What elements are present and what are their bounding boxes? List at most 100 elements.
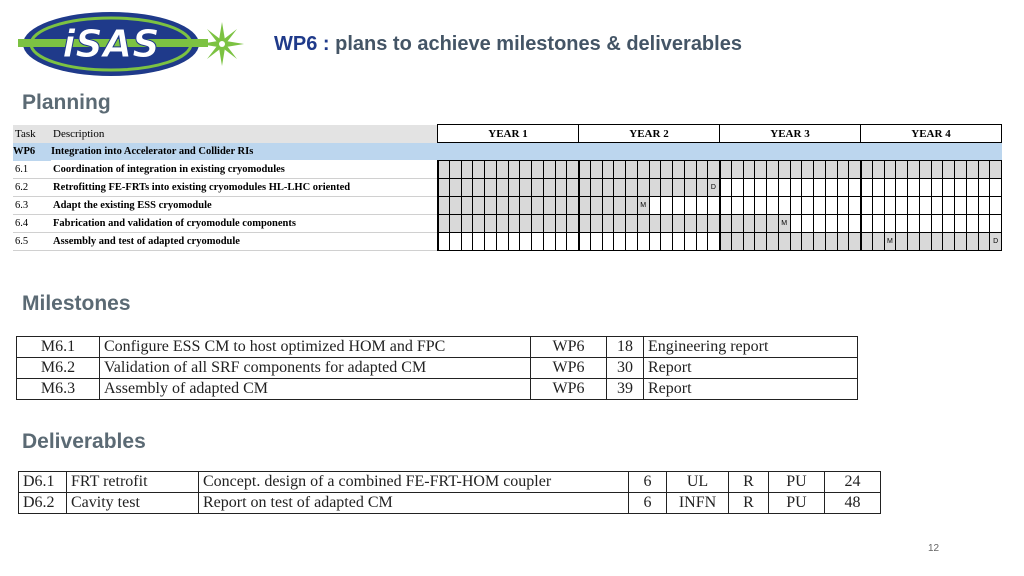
gantt-month-cell	[495, 232, 509, 251]
gantt-month-cell	[672, 160, 685, 179]
gantt-month-cell	[695, 160, 709, 179]
milestone-type: Engineering report	[643, 336, 858, 358]
gantt-month-cell	[848, 178, 861, 197]
gantt-month-cell	[589, 196, 603, 215]
gantt-month-cell	[895, 160, 908, 179]
gantt-month-cell	[930, 196, 944, 215]
gantt-month-cell	[883, 178, 897, 197]
gantt-month-cell	[871, 196, 885, 215]
gantt-month-cell	[848, 232, 861, 251]
gantt-month-cell	[954, 178, 967, 197]
gantt-month-cell	[859, 178, 873, 197]
gantt-month-cell	[625, 196, 638, 215]
gantt-month-cell	[448, 196, 462, 215]
gantt-month-cell	[683, 160, 697, 179]
gantt-month-cell	[954, 160, 967, 179]
gantt-task-row: 6.3 Adapt the existing ESS cryomodule M	[13, 196, 1002, 215]
gantt-month-cell	[754, 232, 767, 251]
gantt-month-cell	[965, 196, 979, 215]
gantt-task-row: 6.1 Coordination of integration in existi…	[13, 160, 1002, 179]
gantt-month-cell	[672, 232, 685, 251]
gantt-month-cell	[730, 196, 744, 215]
gantt-month-cell	[531, 214, 544, 233]
gantt-header-row: Task Description YEAR 1 YEAR 2 YEAR 3 YEAR 4	[13, 124, 1002, 143]
gantt-month-cell	[507, 196, 521, 215]
gantt-month-cell	[707, 214, 720, 233]
gantt-task-id: 6.5	[13, 232, 51, 251]
gantt-month-cell	[801, 160, 814, 179]
gantt-month-cell	[883, 196, 897, 215]
milestone-month: 30	[606, 357, 644, 379]
gantt-month-cell	[801, 196, 814, 215]
gantt-month-cell	[789, 232, 803, 251]
gantt-month-cell	[436, 232, 450, 251]
gantt-month-cell	[589, 160, 603, 179]
gantt-month-cell	[907, 232, 920, 251]
gantt-month-cell	[989, 178, 1002, 197]
gantt-month-cell	[754, 196, 767, 215]
gantt-month-cell	[436, 178, 450, 197]
gantt-month-cell	[484, 196, 497, 215]
gantt-month-cell	[577, 214, 591, 233]
deliverable-wp: 6	[628, 492, 667, 514]
gantt-month-cell	[718, 178, 732, 197]
gantt-month-cell	[754, 178, 767, 197]
gantt-month-cell	[683, 196, 697, 215]
gantt-month-cell	[801, 232, 814, 251]
gantt-month-cell	[613, 160, 626, 179]
gantt-month-cell	[942, 160, 955, 179]
planning-heading: Planning	[22, 91, 111, 114]
gantt-month-cell	[730, 232, 744, 251]
gantt-month-cell	[472, 160, 485, 179]
milestone-desc: Validation of all SRF components for ada…	[99, 357, 531, 379]
gantt-month-cell	[613, 232, 626, 251]
gantt-month-cell	[542, 160, 556, 179]
milestone-wp: WP6	[530, 378, 607, 400]
gantt-month-cell	[813, 160, 826, 179]
gantt-month-cell	[930, 178, 944, 197]
gantt-month-cell	[648, 214, 662, 233]
gantt-month-cell	[954, 232, 967, 251]
gantt-month-cell	[495, 160, 509, 179]
gantt-month-cell	[942, 178, 955, 197]
gantt-month-cell	[460, 232, 474, 251]
gantt-month-cell	[472, 232, 485, 251]
gantt-month-cell: M	[777, 214, 791, 233]
gantt-month-cell	[848, 214, 861, 233]
gantt-month-cell	[718, 160, 732, 179]
gantt-year-header: YEAR 4	[860, 124, 1002, 143]
gantt-month-cell	[954, 214, 967, 233]
gantt-month-cell	[601, 232, 615, 251]
gantt-month-cell	[484, 214, 497, 233]
gantt-month-cell	[777, 232, 791, 251]
gantt-month-cell	[636, 214, 650, 233]
gantt-month-cell	[977, 214, 991, 233]
gantt-month-cell	[989, 214, 1002, 233]
gantt-month-cell	[589, 178, 603, 197]
gantt-month-cell	[472, 214, 485, 233]
gantt-month-cell	[871, 178, 885, 197]
gantt-month-cell	[436, 160, 450, 179]
gantt-month-cell	[965, 160, 979, 179]
gantt-month-cell	[859, 214, 873, 233]
gantt-month-cell	[859, 232, 873, 251]
gantt-month-cell	[965, 178, 979, 197]
milestone-wp: WP6	[530, 336, 607, 358]
deliverable-type: R	[728, 492, 769, 514]
gantt-month-cell	[989, 160, 1002, 179]
gantt-month-cell	[718, 196, 732, 215]
gantt-month-cell	[848, 160, 861, 179]
gantt-month-cell	[977, 196, 991, 215]
deliverable-dissemination: PU	[768, 471, 825, 493]
gantt-month-cell	[484, 232, 497, 251]
gantt-month-cell	[766, 178, 779, 197]
gantt-month-cell	[895, 214, 908, 233]
milestone-row: M6.2 Validation of all SRF components for…	[16, 357, 858, 379]
gantt-month-cell	[695, 232, 709, 251]
gantt-month-cell	[554, 160, 568, 179]
deliverables-table: D6.1 FRT retrofit Concept. design of a com…	[18, 471, 881, 514]
gantt-month-cell	[566, 178, 579, 197]
gantt-month-cell	[766, 160, 779, 179]
gantt-month-cell	[495, 214, 509, 233]
